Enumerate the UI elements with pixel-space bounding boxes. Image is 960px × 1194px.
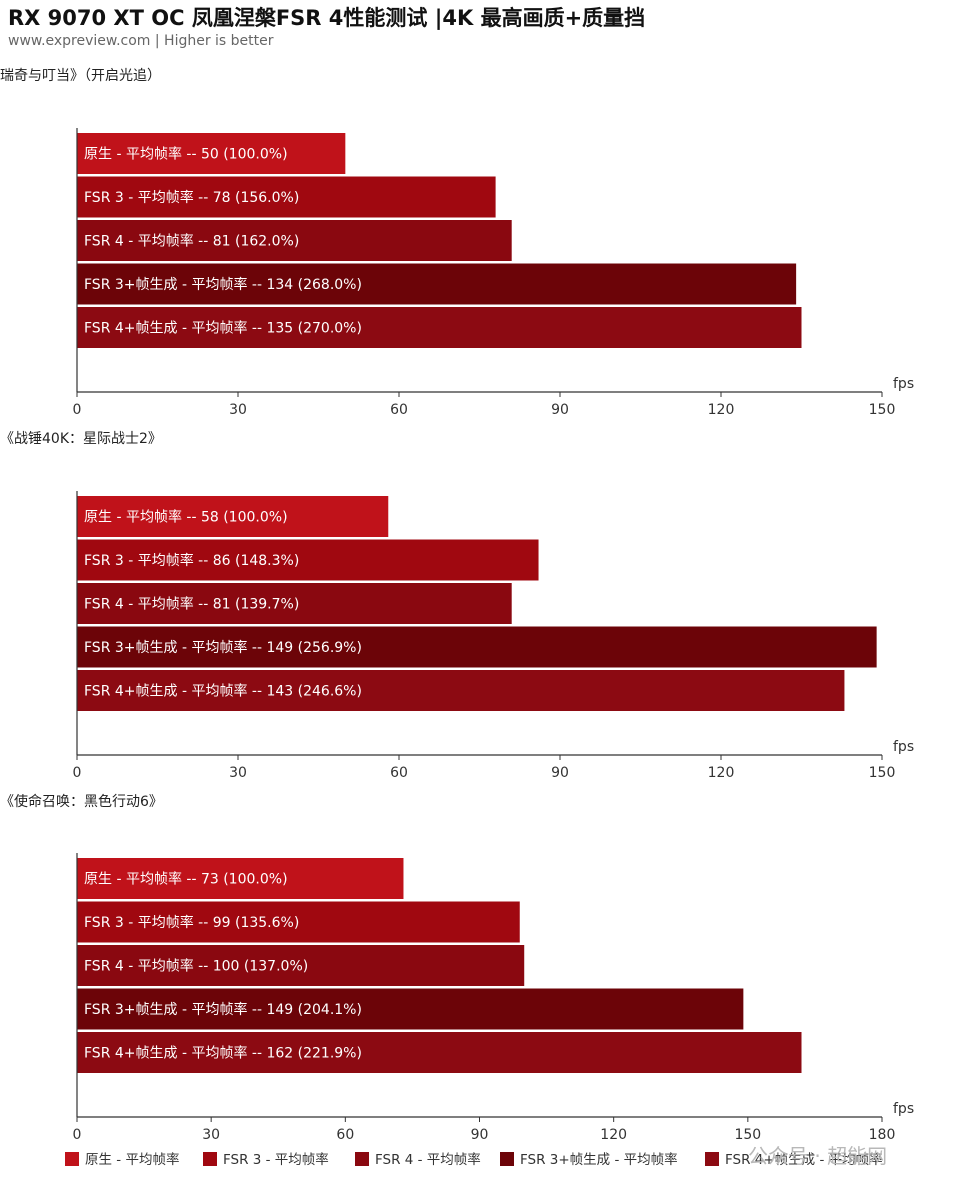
legend-swatch: [65, 1152, 79, 1166]
legend-swatch: [355, 1152, 369, 1166]
x-axis-label: fps: [893, 1101, 914, 1117]
bar: [77, 307, 802, 348]
bar: [77, 496, 389, 537]
bar-label: 原生 - 平均帧率 -- 58 (100.0%): [84, 509, 288, 526]
bar-label: FSR 3+帧生成 - 平均帧率 -- 149 (204.1%): [84, 1001, 362, 1018]
legend-swatch: [500, 1152, 514, 1166]
legend-label: FSR 4 - 平均帧率: [375, 1151, 481, 1168]
bar: [77, 901, 520, 943]
x-tick-label: 90: [551, 402, 569, 418]
watermark-text: 公众号 · 超能网: [748, 1144, 888, 1168]
x-tick-label: 150: [869, 402, 896, 418]
x-tick-label: 30: [202, 1127, 220, 1143]
page-subtitle: www.expreview.com | Higher is better: [8, 33, 274, 49]
bar-label: FSR 3 - 平均帧率 -- 78 (156.0%): [84, 189, 299, 206]
bar-label: FSR 3+帧生成 - 平均帧率 -- 149 (256.9%): [84, 639, 362, 656]
x-tick-label: 90: [551, 765, 569, 781]
x-tick-label: 150: [734, 1127, 761, 1143]
legend-label: FSR 3+帧生成 - 平均帧率: [520, 1151, 678, 1168]
bar: [77, 133, 346, 174]
legend-swatch: [705, 1152, 719, 1166]
bar: [77, 670, 845, 711]
x-tick-label: 60: [336, 1127, 354, 1143]
chart-title: 瑞奇与叮当》（开启光追）: [0, 67, 161, 84]
x-axis-label: fps: [893, 739, 914, 755]
bar-label: FSR 3+帧生成 - 平均帧率 -- 134 (268.0%): [84, 276, 362, 293]
legend-label: FSR 3 - 平均帧率: [223, 1151, 329, 1168]
bar-label: FSR 4 - 平均帧率 -- 81 (139.7%): [84, 596, 299, 613]
bar: [77, 988, 744, 1030]
bar: [77, 583, 512, 624]
bar-label: 原生 - 平均帧率 -- 73 (100.0%): [84, 871, 288, 888]
bar: [77, 220, 512, 261]
x-tick-label: 0: [73, 402, 82, 418]
legend-label: FSR 4+帧生成 - 平均帧率: [725, 1151, 883, 1168]
chart-title: 《使命召唤：黑色行动6》: [0, 793, 163, 810]
bar-label: FSR 3 - 平均帧率 -- 99 (135.6%): [84, 914, 299, 931]
bar: [77, 945, 525, 986]
bar: [77, 626, 877, 668]
bar-label: FSR 4 - 平均帧率 -- 81 (162.0%): [84, 233, 299, 250]
x-tick-label: 120: [708, 765, 735, 781]
chart-title: 《战锤40K：星际战士2》: [0, 431, 162, 447]
x-tick-label: 30: [229, 765, 247, 781]
bar-label: FSR 4 - 平均帧率 -- 100 (137.0%): [84, 958, 308, 975]
bar-label: FSR 4+帧生成 - 平均帧率 -- 143 (246.6%): [84, 683, 362, 700]
bar-label: FSR 4+帧生成 - 平均帧率 -- 162 (221.9%): [84, 1045, 362, 1062]
bar-label: FSR 4+帧生成 - 平均帧率 -- 135 (270.0%): [84, 320, 362, 337]
x-tick-label: 180: [869, 1127, 896, 1143]
legend-label: 原生 - 平均帧率: [85, 1151, 179, 1168]
x-tick-label: 150: [869, 765, 896, 781]
x-tick-label: 30: [229, 402, 247, 418]
bar-label: FSR 3 - 平均帧率 -- 86 (148.3%): [84, 552, 299, 569]
x-tick-label: 60: [390, 765, 408, 781]
bar: [77, 263, 797, 305]
bar: [77, 858, 404, 899]
x-tick-label: 120: [600, 1127, 627, 1143]
x-tick-label: 60: [390, 402, 408, 418]
x-tick-label: 120: [708, 402, 735, 418]
page-title: RX 9070 XT OC 凤凰涅槃FSR 4性能测试 |4K 最高画质+质量挡: [8, 6, 646, 30]
x-axis-label: fps: [893, 376, 914, 392]
x-tick-label: 90: [471, 1127, 489, 1143]
bar: [77, 176, 496, 218]
legend-swatch: [203, 1152, 217, 1166]
x-tick-label: 0: [73, 765, 82, 781]
bar: [77, 539, 539, 581]
bar-label: 原生 - 平均帧率 -- 50 (100.0%): [84, 146, 288, 163]
bar: [77, 1032, 802, 1073]
x-tick-label: 0: [73, 1127, 82, 1143]
